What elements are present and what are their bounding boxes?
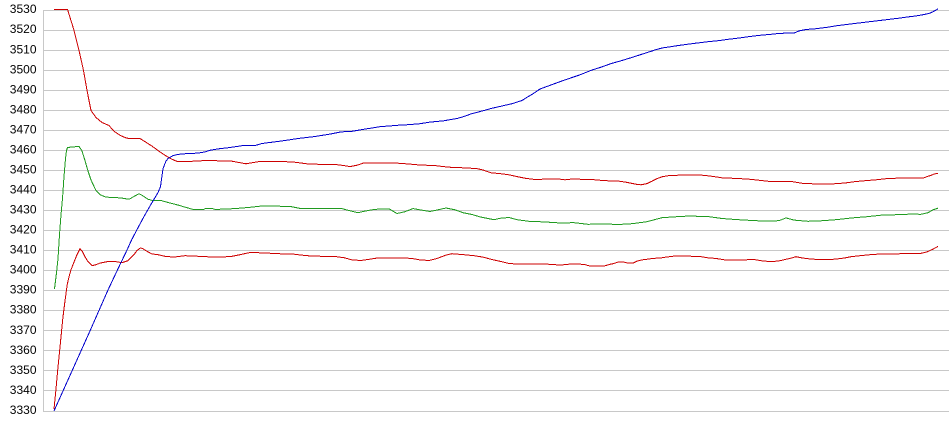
svg-text:3340: 3340 [10,383,37,397]
svg-text:3440: 3440 [10,183,37,197]
svg-text:3360: 3360 [10,343,37,357]
svg-text:3430: 3430 [10,203,37,217]
svg-text:3520: 3520 [10,22,37,36]
svg-text:3350: 3350 [10,363,37,377]
svg-text:3490: 3490 [10,82,37,96]
svg-text:3460: 3460 [10,142,37,156]
svg-text:3410: 3410 [10,243,37,257]
svg-text:3470: 3470 [10,122,37,136]
svg-text:3510: 3510 [10,42,37,56]
svg-text:3400: 3400 [10,263,37,277]
svg-text:3480: 3480 [10,102,37,116]
svg-text:3420: 3420 [10,223,37,237]
svg-text:3330: 3330 [10,403,37,417]
svg-text:3380: 3380 [10,303,37,317]
svg-text:3370: 3370 [10,323,37,337]
svg-text:3450: 3450 [10,163,37,177]
svg-text:3530: 3530 [10,2,37,16]
svg-text:3500: 3500 [10,62,37,76]
svg-text:3390: 3390 [10,283,37,297]
